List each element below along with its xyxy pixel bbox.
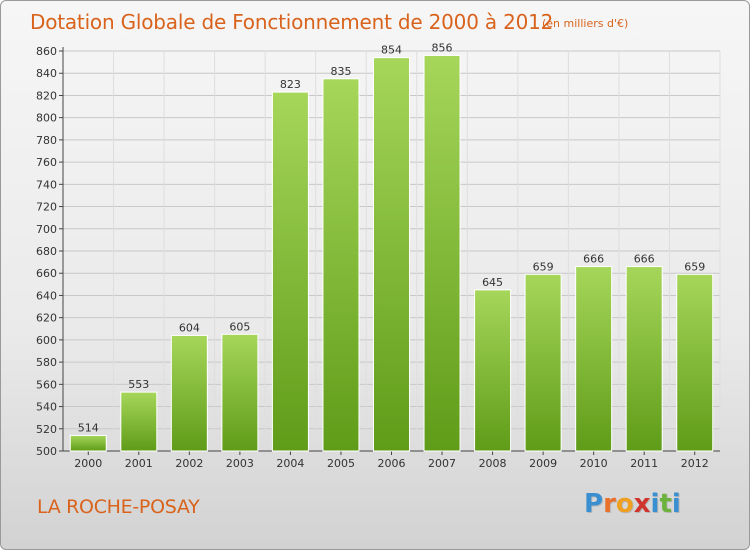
bar[interactable] bbox=[474, 289, 512, 452]
logo-letter: P bbox=[584, 489, 604, 519]
bar[interactable] bbox=[676, 273, 714, 452]
bar-value-label: 605 bbox=[229, 320, 250, 333]
y-tick-label: 660 bbox=[36, 267, 57, 280]
bar-value-label: 856 bbox=[432, 41, 453, 54]
x-tick-label: 2005 bbox=[327, 457, 355, 470]
bars bbox=[69, 54, 714, 452]
bar-value-label: 666 bbox=[583, 253, 604, 266]
x-tick-label: 2002 bbox=[175, 457, 203, 470]
axes: 500 520 540 560 580 600 620 640 660 680 700 720 740 7… bbox=[36, 45, 720, 470]
bar-value-label: 666 bbox=[634, 253, 655, 266]
y-tick-label: 860 bbox=[36, 45, 57, 58]
bar-value-label: 514 bbox=[78, 421, 99, 434]
y-tick-label: 640 bbox=[36, 289, 57, 302]
y-tick-label: 540 bbox=[36, 401, 57, 414]
x-tick-label: 2003 bbox=[226, 457, 254, 470]
bar-value-label: 604 bbox=[179, 321, 200, 334]
y-tick-label: 820 bbox=[36, 89, 57, 102]
y-tick-label: 600 bbox=[36, 334, 57, 347]
x-tick-label: 2004 bbox=[276, 457, 304, 470]
y-tick-label: 720 bbox=[36, 201, 57, 214]
y-tick-label: 520 bbox=[36, 423, 57, 436]
x-tick-label: 2011 bbox=[630, 457, 658, 470]
x-tick-label: 2009 bbox=[529, 457, 557, 470]
logo-letter: i bbox=[671, 489, 681, 519]
data-labels: 514 553 604 605 823 835 854 856 645 659 666 666 659 bbox=[78, 41, 705, 434]
x-tick-label: 2000 bbox=[74, 457, 102, 470]
y-tick-label: 780 bbox=[36, 134, 57, 147]
y-tick-label: 680 bbox=[36, 245, 57, 258]
bar[interactable] bbox=[625, 266, 663, 452]
bar[interactable] bbox=[69, 434, 107, 452]
y-tick-label: 800 bbox=[36, 112, 57, 125]
y-tick-label: 840 bbox=[36, 67, 57, 80]
y-tick-label: 620 bbox=[36, 312, 57, 325]
bar-value-label: 854 bbox=[381, 44, 402, 57]
chart-title: Dotation Globale de Fonctionnement de 20… bbox=[30, 10, 554, 34]
y-tick-label: 580 bbox=[36, 356, 57, 369]
logo-letter: x bbox=[633, 489, 651, 519]
y-tick-label: 700 bbox=[36, 223, 57, 236]
bar-value-label: 823 bbox=[280, 78, 301, 91]
x-tick-label: 2008 bbox=[479, 457, 507, 470]
commune-name: LA ROCHE-POSAY bbox=[37, 496, 200, 518]
y-tick-label: 560 bbox=[36, 378, 57, 391]
bar[interactable] bbox=[524, 273, 562, 452]
logo-letter: t bbox=[659, 489, 672, 519]
bar-value-label: 659 bbox=[533, 260, 554, 273]
x-tick-label: 2010 bbox=[580, 457, 608, 470]
y-tick-label: 760 bbox=[36, 156, 57, 169]
y-tick-label: 500 bbox=[36, 445, 57, 458]
bar-value-label: 835 bbox=[330, 65, 351, 78]
logo-letter: r bbox=[603, 489, 616, 519]
logo-letter: o bbox=[615, 489, 634, 519]
bar[interactable] bbox=[120, 391, 158, 452]
bar-value-label: 553 bbox=[128, 378, 149, 391]
bar[interactable] bbox=[575, 266, 613, 452]
bar[interactable] bbox=[322, 78, 360, 452]
x-tick-label: 2006 bbox=[378, 457, 406, 470]
bar-value-label: 645 bbox=[482, 276, 503, 289]
bar[interactable] bbox=[221, 333, 259, 452]
x-tick-label: 2001 bbox=[125, 457, 153, 470]
bar[interactable] bbox=[271, 91, 309, 452]
chart-subtitle: (en milliers d'€) bbox=[542, 17, 629, 30]
x-tick-label: 2012 bbox=[681, 457, 709, 470]
proxiti-logo[interactable]: Proxiti bbox=[584, 489, 681, 519]
bar[interactable] bbox=[373, 57, 410, 452]
x-tick-label: 2007 bbox=[428, 457, 456, 470]
bar-value-label: 659 bbox=[684, 260, 705, 273]
bar[interactable] bbox=[170, 334, 208, 452]
y-tick-label: 740 bbox=[36, 178, 57, 191]
logo-letter: i bbox=[650, 489, 660, 519]
bar[interactable] bbox=[423, 54, 461, 452]
